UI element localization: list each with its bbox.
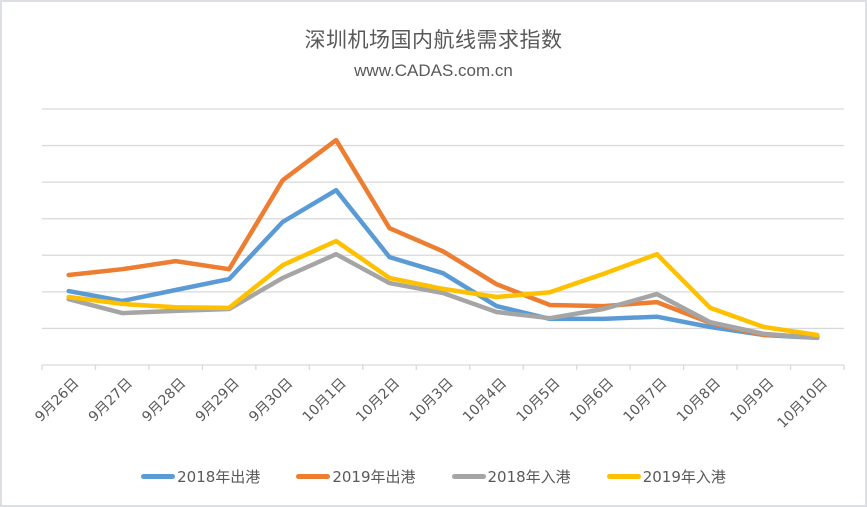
legend-swatch xyxy=(141,474,176,479)
x-tick-label: 9月30日 xyxy=(246,375,296,425)
legend-swatch xyxy=(606,474,641,479)
legend-label: 2019年出港 xyxy=(332,468,416,486)
legend-swatch xyxy=(296,474,331,479)
x-tick-label: 9月26日 xyxy=(32,375,82,425)
x-tick-label: 10月1日 xyxy=(300,375,350,425)
legend-item: 2019年入港 xyxy=(606,466,726,487)
legend-label: 2019年入港 xyxy=(642,468,726,486)
x-tick-labels: 9月26日 9月27日 9月28日 9月29日 9月30日 10月1日 10月2日 10月3日… xyxy=(32,375,831,431)
x-axis xyxy=(41,364,845,370)
legend-label: 2018年入港 xyxy=(487,468,571,486)
legend-item: 2018年出港 xyxy=(141,466,260,487)
legend-item: 2019年出港 xyxy=(296,466,416,487)
legend-item: 2018年入港 xyxy=(451,466,571,487)
chart-subtitle: www.CADAS.com.cn xyxy=(354,61,513,80)
x-tick-label: 9月27日 xyxy=(86,375,136,425)
x-tick-label: 10月3日 xyxy=(407,375,457,425)
x-tick-label: 10月5日 xyxy=(514,375,564,425)
legend-swatch xyxy=(451,474,486,479)
x-tick-label: 10月7日 xyxy=(620,375,670,425)
x-tick-label: 10月6日 xyxy=(567,375,617,425)
x-tick-label: 9月29日 xyxy=(193,375,243,425)
legend-label: 2018年出港 xyxy=(177,468,261,486)
x-tick-label: 10月10日 xyxy=(775,375,831,431)
chart-title: 深圳机场国内航线需求指数 xyxy=(304,28,563,52)
x-tick-label: 9月28日 xyxy=(139,375,189,425)
series-lines xyxy=(66,137,820,341)
x-tick-label: 10月8日 xyxy=(674,375,724,425)
x-tick-label: 10月2日 xyxy=(353,375,403,425)
legend: 2018年出港 2019年出港 2018年入港 2019年入港 xyxy=(0,466,867,487)
x-tick-label: 10月4日 xyxy=(460,375,510,425)
x-tick-label: 10月9日 xyxy=(727,375,777,425)
gridlines xyxy=(42,108,844,330)
